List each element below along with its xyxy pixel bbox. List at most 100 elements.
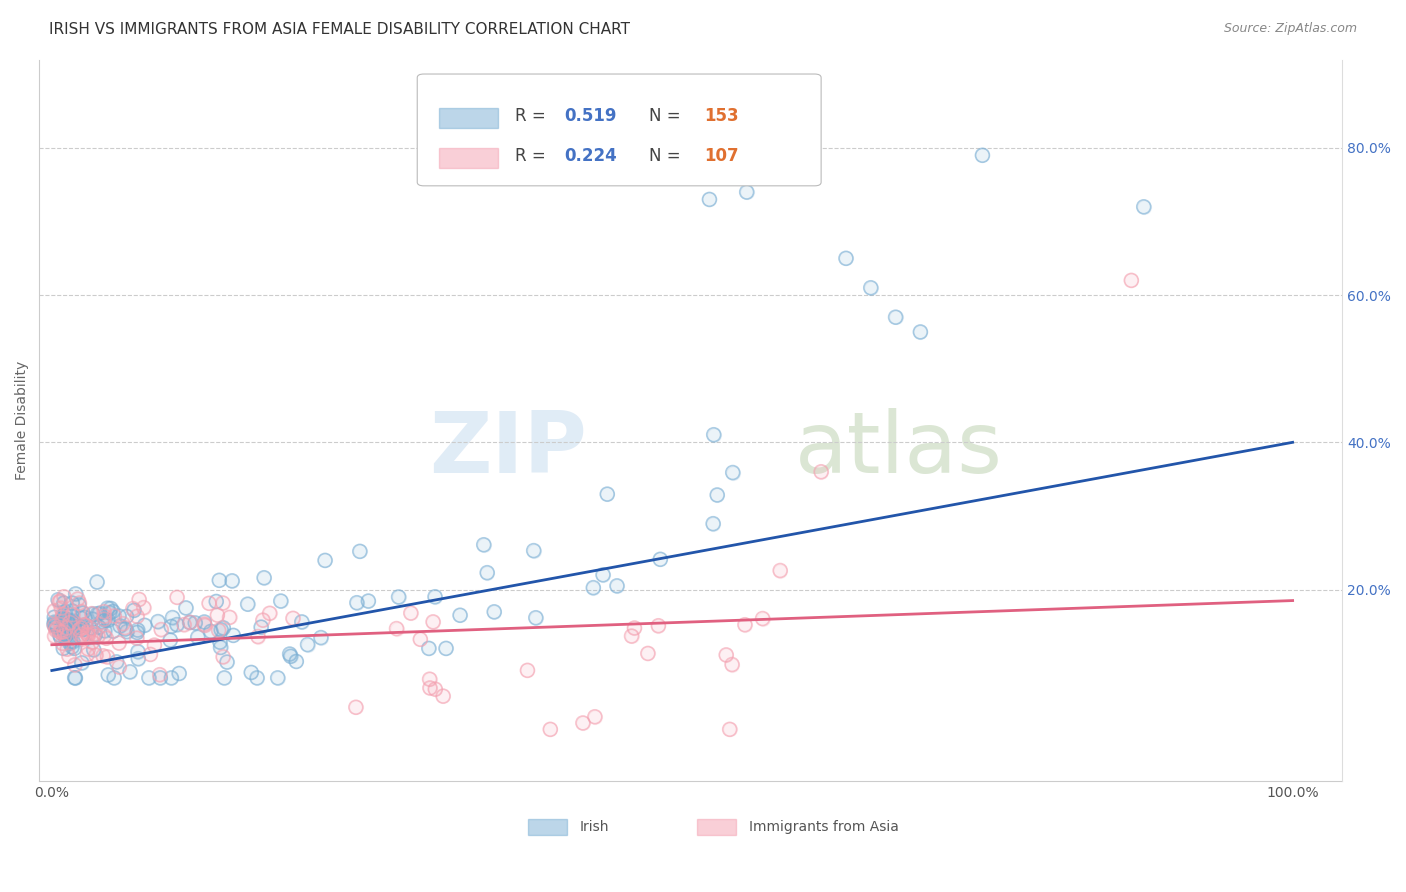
- Point: [52, 613, 75, 627]
- Point: [69, 629, 91, 643]
- Point: [48, 628, 70, 642]
- Text: ZIP: ZIP: [429, 408, 586, 491]
- Point: [209, 640, 232, 655]
- Point: [207, 624, 229, 638]
- Point: [73, 610, 96, 624]
- Point: [212, 621, 235, 635]
- Point: [63, 616, 86, 631]
- Point: [67, 619, 90, 633]
- Point: [93, 605, 115, 619]
- Point: [82, 607, 104, 621]
- Point: [67, 623, 90, 637]
- Point: [122, 603, 145, 617]
- Point: [149, 667, 172, 681]
- Point: [80, 621, 103, 635]
- Point: [80, 622, 103, 636]
- Point: [62, 634, 84, 648]
- Point: [44, 618, 66, 632]
- Point: [56, 612, 79, 626]
- Point: [49, 594, 72, 608]
- Point: [62, 607, 84, 622]
- Point: [53, 607, 76, 622]
- Point: [87, 620, 110, 634]
- Point: [309, 631, 332, 645]
- Point: [193, 615, 215, 629]
- Point: [419, 681, 441, 695]
- Point: [60, 618, 83, 632]
- FancyBboxPatch shape: [440, 108, 498, 128]
- Point: [70, 621, 93, 635]
- Point: [56, 625, 79, 640]
- Point: [48, 595, 70, 609]
- Point: [96, 649, 118, 664]
- Point: [734, 617, 756, 632]
- Point: [76, 648, 98, 662]
- Point: [523, 543, 546, 558]
- Point: [52, 641, 75, 656]
- Point: [77, 628, 100, 642]
- Point: [63, 615, 86, 630]
- Point: [702, 516, 724, 531]
- Point: [83, 627, 105, 641]
- Point: [60, 640, 83, 654]
- Point: [399, 606, 422, 620]
- Point: [44, 618, 66, 632]
- Point: [810, 465, 832, 479]
- Point: [267, 671, 290, 685]
- Point: [53, 621, 76, 635]
- Point: [86, 574, 108, 589]
- Point: [44, 619, 66, 633]
- Point: [101, 604, 124, 618]
- Text: 0.519: 0.519: [564, 107, 617, 125]
- Point: [75, 618, 97, 632]
- Point: [160, 619, 183, 633]
- Point: [423, 590, 446, 604]
- Point: [108, 636, 131, 650]
- Point: [297, 638, 319, 652]
- Point: [63, 616, 86, 631]
- Point: [1132, 200, 1154, 214]
- Point: [207, 624, 229, 638]
- Point: [209, 640, 232, 655]
- Point: [349, 544, 371, 558]
- Point: [52, 627, 75, 641]
- Point: [125, 631, 148, 645]
- Point: [769, 564, 792, 578]
- Point: [59, 636, 82, 650]
- Point: [66, 592, 89, 607]
- Point: [115, 624, 138, 639]
- Point: [45, 624, 67, 638]
- Point: [198, 596, 221, 610]
- Point: [205, 594, 228, 608]
- Point: [285, 655, 308, 669]
- Point: [87, 629, 110, 643]
- Point: [128, 592, 150, 607]
- Point: [49, 631, 72, 645]
- Point: [63, 619, 86, 633]
- Point: [44, 629, 66, 643]
- Point: [80, 622, 103, 636]
- Point: [105, 655, 128, 669]
- Point: [703, 427, 725, 442]
- Point: [623, 621, 645, 635]
- Point: [59, 615, 82, 630]
- Point: [267, 671, 290, 685]
- Point: [44, 610, 66, 624]
- Point: [96, 632, 118, 646]
- Point: [423, 590, 446, 604]
- Point: [198, 596, 221, 610]
- Point: [56, 612, 79, 626]
- Point: [149, 671, 172, 685]
- Point: [972, 148, 994, 162]
- Point: [59, 615, 82, 630]
- Point: [179, 615, 201, 630]
- Point: [76, 627, 98, 641]
- Point: [253, 571, 276, 585]
- Point: [58, 649, 80, 664]
- Point: [53, 629, 76, 643]
- Point: [44, 629, 66, 643]
- Point: [75, 618, 97, 632]
- Point: [166, 591, 188, 605]
- Point: [60, 618, 83, 632]
- Point: [46, 592, 69, 607]
